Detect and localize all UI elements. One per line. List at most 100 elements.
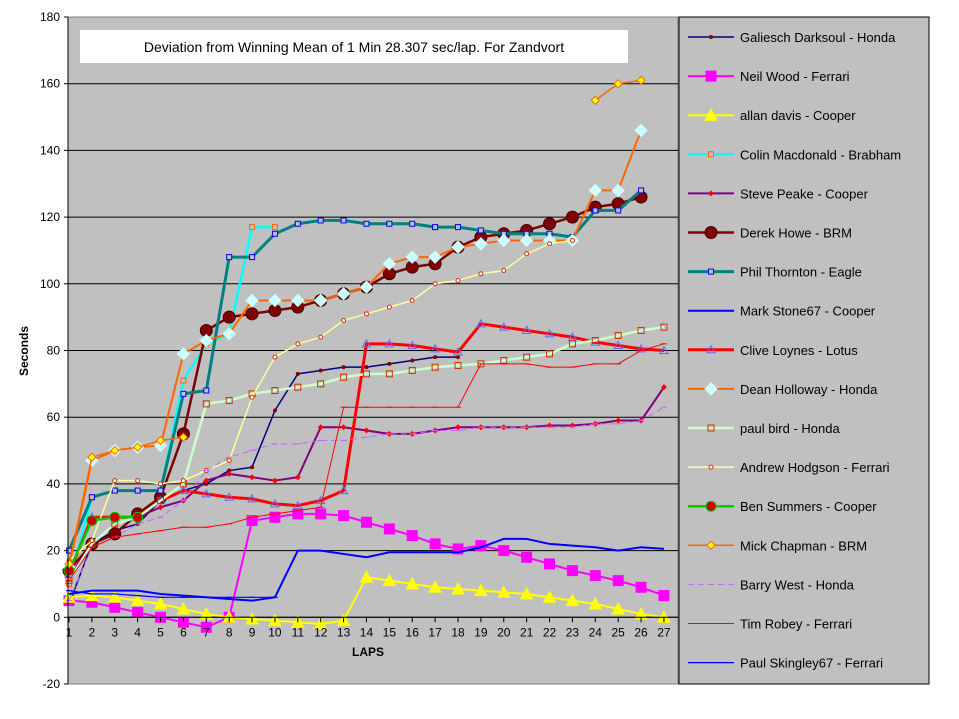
data-point <box>385 370 393 378</box>
legend-label: Mark Stone67 - Cooper <box>740 304 876 319</box>
data-point <box>428 580 442 593</box>
data-point <box>455 355 460 360</box>
data-point <box>660 323 668 331</box>
data-point <box>428 250 442 264</box>
data-point <box>634 123 648 138</box>
x-tick-label: 22 <box>543 625 557 639</box>
data-point <box>454 224 461 231</box>
data-point <box>227 468 232 473</box>
data-point <box>176 347 191 361</box>
data-point <box>454 424 461 431</box>
y-tick-label: 40 <box>47 477 61 491</box>
data-point <box>704 108 718 121</box>
data-point <box>317 217 324 224</box>
data-point <box>567 332 578 341</box>
data-point <box>565 210 579 224</box>
data-point <box>544 328 555 338</box>
legend-item: Mick Chapman - BRM <box>688 538 867 553</box>
series-path <box>67 516 138 572</box>
data-point <box>453 347 463 356</box>
data-point <box>705 70 717 82</box>
data-point <box>153 596 168 610</box>
data-point <box>565 593 580 607</box>
data-point <box>271 224 278 231</box>
y-tick-label: 60 <box>47 410 61 424</box>
data-point <box>542 590 557 603</box>
data-point <box>201 488 212 498</box>
data-point <box>294 474 301 481</box>
data-point <box>588 183 603 198</box>
data-point <box>361 338 372 348</box>
data-point <box>108 527 122 541</box>
data-point <box>62 590 76 603</box>
series-line <box>66 187 645 554</box>
legend-label: Clive Loynes - Lotus <box>740 343 858 358</box>
chart-title-box: Deviation from Winning Mean of 1 Min 28.… <box>80 30 628 63</box>
series-line <box>66 590 278 598</box>
data-point <box>521 325 532 334</box>
series-line <box>66 343 667 582</box>
data-point <box>476 318 486 328</box>
data-point <box>180 390 187 397</box>
legend-item: Andrew Hodgson - Ferrari <box>688 460 890 475</box>
data-point <box>386 220 393 227</box>
data-point <box>543 217 557 231</box>
data-point <box>295 341 301 347</box>
legend-item: Ben Summers - Cooper <box>688 499 877 514</box>
data-point <box>109 601 121 613</box>
series-line <box>64 75 646 569</box>
data-point <box>638 187 645 194</box>
data-point <box>247 493 257 503</box>
y-tick-label: 180 <box>40 10 60 24</box>
data-point <box>591 336 599 344</box>
data-point <box>383 523 395 535</box>
data-point <box>204 481 209 486</box>
series-path <box>68 537 665 602</box>
chart-title: Deviation from Winning Mean of 1 Min 28.… <box>144 39 564 55</box>
legend-item: Paul Skingley67 - Ferrari <box>688 656 883 671</box>
data-point <box>176 601 191 615</box>
legend-item: Steve Peake - Cooper <box>688 186 869 201</box>
x-tick-label: 13 <box>337 625 351 639</box>
data-point <box>451 240 465 254</box>
data-point <box>498 545 510 557</box>
data-point <box>477 227 484 234</box>
data-point <box>318 334 324 340</box>
data-point <box>614 331 622 339</box>
data-point <box>708 190 714 197</box>
data-point <box>313 616 328 630</box>
x-tick-label: 24 <box>589 625 603 639</box>
data-point <box>407 340 418 349</box>
data-point <box>410 358 415 363</box>
data-point <box>615 207 622 214</box>
x-tick-label: 16 <box>406 625 420 639</box>
data-point <box>245 293 259 308</box>
legend-item: Tim Robey - Ferrari <box>688 617 852 632</box>
data-point <box>454 362 462 370</box>
data-point <box>271 477 278 484</box>
x-tick-label: 27 <box>657 625 671 639</box>
data-point <box>474 583 488 597</box>
data-point <box>132 511 144 523</box>
y-tick-label: 160 <box>40 77 60 91</box>
data-point <box>589 570 601 582</box>
x-tick-label: 20 <box>497 625 511 639</box>
legend-item: Phil Thornton - Eagle <box>688 265 862 280</box>
y-tick-label: 140 <box>40 143 60 157</box>
y-tick-label: 100 <box>40 277 60 291</box>
data-point <box>546 350 554 358</box>
x-tick-label: 25 <box>611 625 625 639</box>
x-tick-label: 26 <box>634 625 648 639</box>
legend-item: Dean Holloway - Honda <box>688 382 878 397</box>
data-point <box>501 267 507 273</box>
legend-label: Mick Chapman - BRM <box>740 538 867 553</box>
data-point <box>452 543 464 555</box>
data-point <box>200 621 212 633</box>
data-point <box>523 353 531 361</box>
data-point <box>249 394 255 400</box>
x-axis-title: LAPS <box>352 645 384 659</box>
legend-label: Paul Skingley67 - Ferrari <box>740 656 883 671</box>
x-tick-label: 5 <box>157 625 164 639</box>
y-axis-title: Seconds <box>17 326 31 376</box>
x-tick-label: 11 <box>292 625 305 639</box>
